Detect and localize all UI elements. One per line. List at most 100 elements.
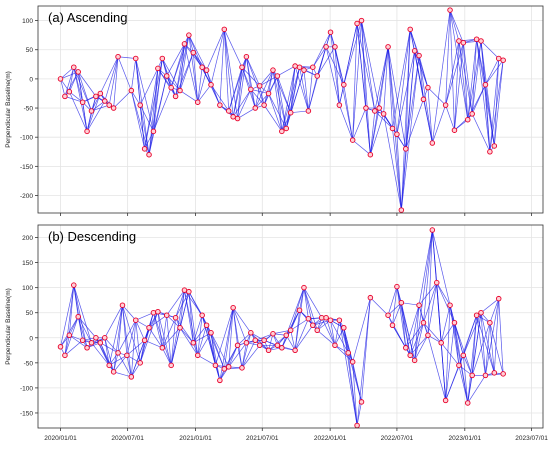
data-point (208, 330, 214, 336)
network-link (188, 35, 199, 103)
network-link (493, 60, 504, 146)
y-tick-label: 0 (29, 76, 33, 83)
network-link (192, 315, 203, 343)
acquisition-points (57, 7, 506, 213)
network-link (290, 110, 309, 114)
data-point (314, 327, 320, 334)
data-point (172, 93, 179, 100)
network-link (285, 66, 296, 129)
network-link (241, 345, 260, 369)
network-link (378, 46, 389, 109)
data-point (199, 312, 205, 318)
data-point (194, 352, 201, 359)
data-point (482, 81, 489, 88)
network-link (440, 342, 446, 401)
network-link (317, 319, 331, 331)
network-link (237, 89, 252, 119)
data-point (119, 302, 126, 308)
data-point (115, 53, 121, 60)
data-point (411, 48, 418, 54)
network-link (423, 229, 433, 323)
network-link (250, 89, 256, 109)
network-link (162, 347, 172, 366)
network-link (153, 312, 163, 348)
network-link (480, 298, 499, 313)
network-link (299, 287, 305, 311)
network-link (343, 23, 358, 85)
network-link (339, 320, 358, 426)
network-link (454, 322, 473, 376)
network-link (197, 315, 203, 356)
acquisition-points (57, 227, 506, 429)
network-link (170, 317, 176, 366)
network-link (303, 287, 322, 318)
data-point (434, 279, 440, 286)
network-link (405, 305, 420, 348)
panel-title: (a) Ascending (48, 10, 128, 25)
network-link (405, 99, 424, 149)
data-point (403, 345, 409, 351)
data-point (407, 26, 413, 33)
network-link (130, 58, 137, 91)
network-link (414, 322, 424, 361)
network-link (210, 29, 225, 85)
network-link (175, 290, 185, 318)
network-link (370, 297, 389, 316)
network-link (374, 46, 389, 112)
network-link (157, 68, 176, 97)
data-point (270, 67, 276, 73)
network-link (179, 43, 185, 91)
network-link (485, 322, 491, 376)
data-point (159, 55, 166, 62)
data-point (389, 322, 396, 328)
network-link (485, 298, 500, 376)
network-link (166, 289, 185, 316)
data-point (345, 350, 351, 356)
network-link (400, 29, 411, 211)
network-link (418, 55, 429, 88)
network-link (64, 67, 75, 97)
network-link (113, 371, 132, 378)
data-point (261, 102, 267, 108)
data-point (425, 84, 431, 91)
data-point (110, 105, 117, 111)
network-link (254, 69, 274, 109)
network-link (436, 282, 451, 306)
network-link (449, 10, 455, 131)
data-point (128, 374, 135, 380)
network-link (440, 342, 460, 366)
network-link (431, 229, 451, 306)
network-link (250, 89, 269, 94)
network-link (356, 297, 371, 426)
network-link (290, 66, 296, 113)
network-link (139, 105, 150, 155)
data-point (385, 312, 391, 318)
network-link (237, 67, 243, 119)
data-point (217, 377, 223, 384)
data-point (283, 125, 290, 132)
data-point (482, 372, 489, 379)
network-link (179, 290, 185, 328)
data-point (349, 137, 356, 143)
data-point (239, 365, 245, 371)
data-point (261, 337, 267, 344)
network-link (489, 58, 500, 152)
network-link (339, 105, 353, 141)
network-link (77, 316, 83, 341)
network-link (467, 375, 486, 404)
network-link (117, 320, 137, 353)
data-point (469, 372, 475, 379)
y-tick-label: 100 (22, 285, 33, 292)
network-link (135, 320, 141, 363)
network-link (259, 69, 274, 87)
baseline-network (60, 9, 504, 211)
x-tick-label: 2020/07/01 (111, 435, 144, 442)
network-link (387, 46, 393, 129)
network-link (161, 317, 176, 348)
network-link (223, 307, 234, 369)
network-link (427, 335, 446, 401)
y-tick-label: 150 (22, 260, 33, 267)
data-point (203, 67, 210, 73)
network-link (113, 355, 128, 373)
network-link (427, 87, 433, 144)
